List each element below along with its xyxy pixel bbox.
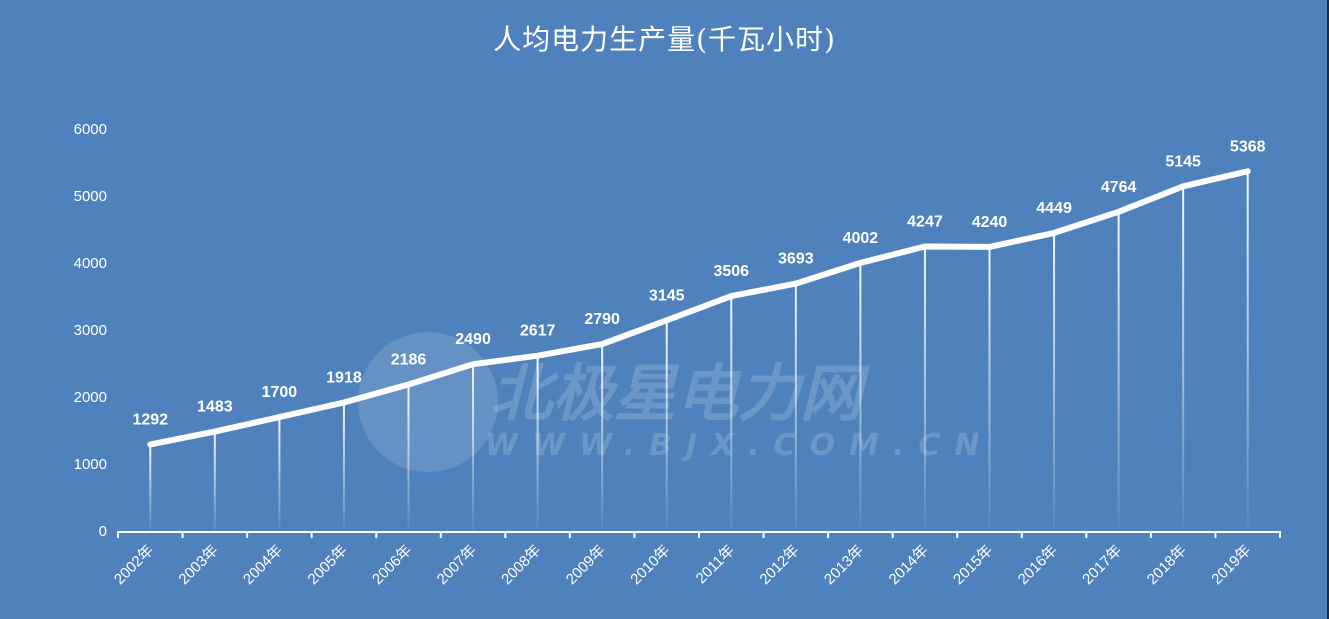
data-labels: 1292 1483 1700 1918 2186 2490 2617 2790 3145 3506… xyxy=(132,138,1265,428)
data-label: 3693 xyxy=(778,251,814,268)
x-tick-label: 2013年 xyxy=(821,542,867,588)
watermark-logo-icon xyxy=(358,332,498,472)
drop-line xyxy=(213,431,216,531)
data-label: 2186 xyxy=(391,352,427,369)
x-tick-label: 2014年 xyxy=(886,542,932,588)
drop-line xyxy=(278,417,281,531)
x-tick-label: 2015年 xyxy=(950,542,996,588)
data-label: 2790 xyxy=(584,311,620,328)
x-tick-label: 2003年 xyxy=(175,542,221,588)
drop-line xyxy=(988,246,991,532)
data-label: 3506 xyxy=(713,263,749,280)
data-label: 1483 xyxy=(197,399,233,416)
x-tick-label: 2017年 xyxy=(1079,542,1125,588)
data-label: 5145 xyxy=(1165,153,1201,170)
drop-line xyxy=(472,364,475,531)
data-label: 4449 xyxy=(1036,200,1072,217)
x-tick-label: 2008年 xyxy=(498,542,544,588)
x-tick-label: 2011年 xyxy=(693,542,738,587)
y-axis: 0 1000 2000 3000 4000 5000 6000 xyxy=(74,121,107,540)
x-tick-label: 2010年 xyxy=(627,542,673,588)
drop-line xyxy=(1053,232,1056,532)
drop-line xyxy=(794,283,797,531)
y-tick-label: 2000 xyxy=(74,389,107,406)
drop-line xyxy=(923,246,926,532)
y-tick-label: 0 xyxy=(99,523,107,540)
x-tick-label: 2019年 xyxy=(1208,542,1254,588)
y-tick-label: 4000 xyxy=(74,255,107,272)
drop-line xyxy=(601,344,604,531)
data-label: 4764 xyxy=(1101,179,1137,196)
x-tick-label: 2002年 xyxy=(111,542,157,588)
x-tick-label: 2009年 xyxy=(563,542,609,588)
data-label: 1700 xyxy=(262,384,298,401)
x-tick-label: 2007年 xyxy=(434,542,480,588)
data-label: 4247 xyxy=(907,213,943,230)
drop-line xyxy=(1246,171,1249,531)
watermark-text-en: WWW.BJX.COM.CN xyxy=(485,428,994,463)
drop-line xyxy=(407,384,410,531)
data-label: 4240 xyxy=(972,214,1008,231)
drop-line xyxy=(665,320,668,531)
data-label: 5368 xyxy=(1230,138,1266,155)
watermark-text-cn: 北极星电力网 xyxy=(490,357,871,430)
drop-line xyxy=(342,402,345,531)
data-label: 2617 xyxy=(520,323,556,340)
x-tick-label: 2016年 xyxy=(1015,542,1061,588)
series-line xyxy=(147,168,1251,448)
y-tick-label: 3000 xyxy=(74,322,107,339)
x-tick-label: 2012年 xyxy=(756,542,802,588)
x-axis: 2002年 2003年 2004年 2005年 2006年 2007年 2008年 2009年… xyxy=(111,531,1281,588)
drop-lines xyxy=(149,171,1249,532)
drop-line xyxy=(1117,211,1120,531)
drop-line xyxy=(859,262,862,531)
y-tick-label: 6000 xyxy=(74,121,107,138)
drop-line xyxy=(1182,186,1185,531)
x-tick-label: 2005年 xyxy=(305,542,351,588)
x-tick-label: 2018年 xyxy=(1144,542,1190,588)
data-label: 3145 xyxy=(649,287,685,304)
y-tick-label: 1000 xyxy=(74,456,107,473)
drop-line xyxy=(149,444,152,531)
data-label: 2490 xyxy=(455,331,491,348)
x-tick-label: 2004年 xyxy=(240,542,286,588)
drop-line xyxy=(730,296,733,531)
data-label: 1292 xyxy=(132,411,168,428)
data-label: 1918 xyxy=(326,369,362,386)
data-label: 4002 xyxy=(843,230,879,247)
drop-line xyxy=(536,355,539,531)
y-tick-label: 5000 xyxy=(74,188,107,205)
x-tick-label: 2006年 xyxy=(369,542,415,588)
chart-title: 人均电力生产量(千瓦小时) xyxy=(493,23,836,56)
